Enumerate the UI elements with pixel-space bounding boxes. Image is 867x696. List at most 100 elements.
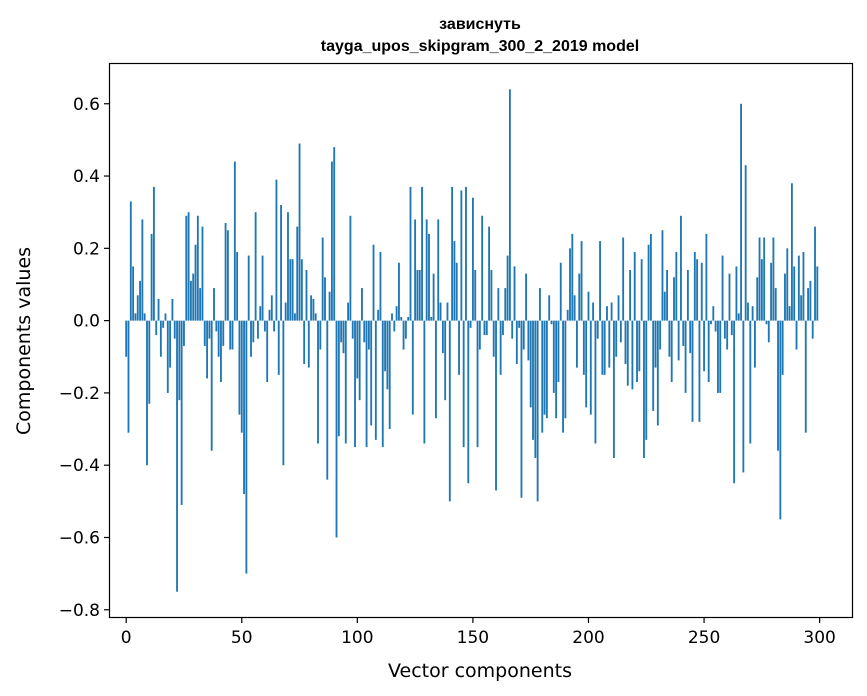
bar <box>296 226 299 321</box>
bar <box>698 320 701 422</box>
bar <box>229 320 232 350</box>
bar <box>548 295 551 321</box>
bar <box>677 320 680 361</box>
bar <box>404 320 407 339</box>
bar <box>222 320 225 346</box>
bar <box>532 320 534 440</box>
bar <box>187 212 190 321</box>
bar <box>192 273 195 321</box>
bar <box>129 201 132 321</box>
bar <box>668 320 671 357</box>
bar <box>254 212 257 321</box>
bar <box>310 295 313 321</box>
bar <box>770 262 773 321</box>
plot-frame <box>108 62 854 619</box>
bar <box>287 212 289 321</box>
y-axis-ticks: 0.6 0.4 0.2 0.0 −0.2 −0.4 −0.6 −0.8 <box>59 95 110 621</box>
bar <box>324 277 326 321</box>
y-tick-label: 0.6 <box>73 95 100 115</box>
bar <box>515 320 518 364</box>
bar <box>562 320 564 433</box>
bar <box>354 320 356 448</box>
bar <box>784 273 786 321</box>
bar <box>640 259 643 321</box>
bar <box>300 259 303 321</box>
x-tick-label: 200 <box>572 628 604 648</box>
bar <box>525 273 527 321</box>
bar <box>696 259 699 321</box>
bar <box>481 215 484 321</box>
bar <box>298 143 301 321</box>
bar <box>289 259 292 321</box>
bar <box>573 295 576 321</box>
bar <box>270 295 273 321</box>
bar <box>393 320 396 332</box>
bar <box>682 320 685 346</box>
bar <box>740 103 742 321</box>
bar <box>483 320 486 336</box>
y-tick-label: −0.8 <box>59 601 100 621</box>
bar <box>763 237 766 321</box>
bar <box>425 219 428 321</box>
bar <box>786 248 789 321</box>
bar <box>596 320 599 339</box>
bar <box>603 320 606 375</box>
bar <box>730 320 733 336</box>
bar <box>705 233 708 321</box>
bar <box>196 215 199 321</box>
bar <box>291 259 294 321</box>
bar <box>349 215 352 321</box>
bar <box>139 280 141 321</box>
bar <box>527 320 530 361</box>
bar <box>259 306 262 321</box>
bar <box>458 320 460 375</box>
bar <box>460 190 463 321</box>
bar <box>423 320 426 444</box>
y-tick-label: −0.4 <box>59 456 100 476</box>
bar <box>478 320 481 350</box>
bar <box>152 186 155 321</box>
bar <box>176 320 178 592</box>
bar <box>742 320 745 473</box>
bar <box>465 186 467 321</box>
bar <box>162 320 165 328</box>
bar <box>358 320 361 401</box>
bar <box>284 302 287 321</box>
bar <box>807 288 810 321</box>
bar <box>571 233 574 321</box>
bar <box>631 320 634 390</box>
bar <box>245 320 248 574</box>
bar <box>185 215 188 321</box>
bar <box>543 320 546 415</box>
bar <box>673 277 675 321</box>
bar <box>388 320 391 430</box>
bar <box>391 313 393 321</box>
bar <box>580 241 583 321</box>
bar <box>615 320 618 357</box>
bar <box>663 291 666 321</box>
bar <box>518 320 521 328</box>
y-tick-label: 0.4 <box>73 167 100 187</box>
bar <box>751 306 754 321</box>
bar <box>314 313 317 321</box>
bar <box>263 320 266 332</box>
x-axis-label: Vector components <box>388 660 572 682</box>
bar <box>550 320 553 325</box>
bar <box>374 320 377 440</box>
bar <box>335 320 338 538</box>
bar <box>522 320 525 350</box>
bar <box>233 161 236 321</box>
bar <box>305 270 308 321</box>
bar <box>328 291 331 321</box>
bar <box>802 251 805 321</box>
bar <box>268 309 271 321</box>
bar <box>127 320 130 433</box>
bar <box>157 298 160 321</box>
bar <box>386 320 389 390</box>
bar <box>402 320 405 350</box>
bar <box>633 251 636 321</box>
bar <box>372 244 375 321</box>
chart-title: зависнуть <box>439 16 521 33</box>
y-tick-label: 0.2 <box>73 239 100 259</box>
bar <box>686 270 689 321</box>
